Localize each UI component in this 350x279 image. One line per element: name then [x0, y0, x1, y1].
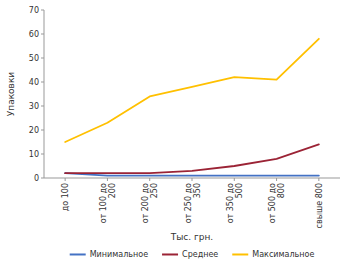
x-tick-label: от 200 до250 [141, 183, 159, 223]
y-tick [41, 178, 44, 179]
legend-item: Среднее [162, 250, 218, 259]
y-tick-label: 20 [29, 126, 39, 135]
x-tick-label: свыше 800 [315, 183, 324, 228]
y-axis-label: Упаковки [6, 72, 16, 117]
y-tick-label: 30 [29, 102, 39, 111]
y-tick [41, 130, 44, 131]
legend-label: Среднее [182, 250, 218, 259]
y-axis: 0 10 20 30 40 50 60 70 [29, 6, 44, 183]
x-axis: до 100 от 100 до200 от 200 до250 от 250 до3… [44, 178, 340, 228]
x-tick [65, 178, 66, 181]
y-tick [41, 34, 44, 35]
x-tick [234, 178, 235, 181]
series-lines [65, 39, 319, 176]
legend-label: Минимальное [90, 250, 148, 259]
y-tick-label: 10 [29, 150, 39, 159]
x-tick-label: от 500 до800 [268, 183, 286, 223]
series-line [65, 39, 319, 142]
legend: Минимальное Среднее Максимальное [70, 250, 315, 259]
x-tick-label: от 350 до500 [226, 183, 244, 223]
y-tick-label: 70 [29, 6, 39, 15]
chart-svg: 0 10 20 30 40 50 60 70 Упаковки до 100 от 100 до20… [0, 0, 350, 279]
y-tick-label: 50 [29, 54, 39, 63]
y-tick [41, 58, 44, 59]
legend-label: Максимальное [252, 250, 314, 259]
x-tick-label: от 100 до200 [99, 183, 117, 223]
x-tick [318, 178, 319, 181]
x-tick-label: от 250 до350 [184, 183, 202, 223]
legend-swatch [232, 253, 248, 255]
y-tick [41, 10, 44, 11]
legend-swatch [70, 253, 86, 255]
series-line [65, 144, 319, 173]
y-tick [41, 154, 44, 155]
chart-container: 0 10 20 30 40 50 60 70 Упаковки до 100 от 100 до20… [0, 0, 350, 279]
y-axis-line [44, 10, 45, 178]
legend-item: Минимальное [70, 250, 148, 259]
legend-swatch [162, 253, 178, 255]
legend-item: Максимальное [232, 250, 314, 259]
x-axis-label: Тыс. грн. [170, 232, 213, 242]
y-tick-label: 0 [34, 174, 39, 183]
y-tick-label: 40 [29, 78, 39, 87]
y-tick-label: 60 [29, 30, 39, 39]
x-tick [276, 178, 277, 181]
x-tick [149, 178, 150, 181]
y-tick [41, 106, 44, 107]
x-tick [192, 178, 193, 181]
x-tick [107, 178, 108, 181]
y-tick [41, 82, 44, 83]
x-tick-label: до 100 [61, 183, 70, 211]
